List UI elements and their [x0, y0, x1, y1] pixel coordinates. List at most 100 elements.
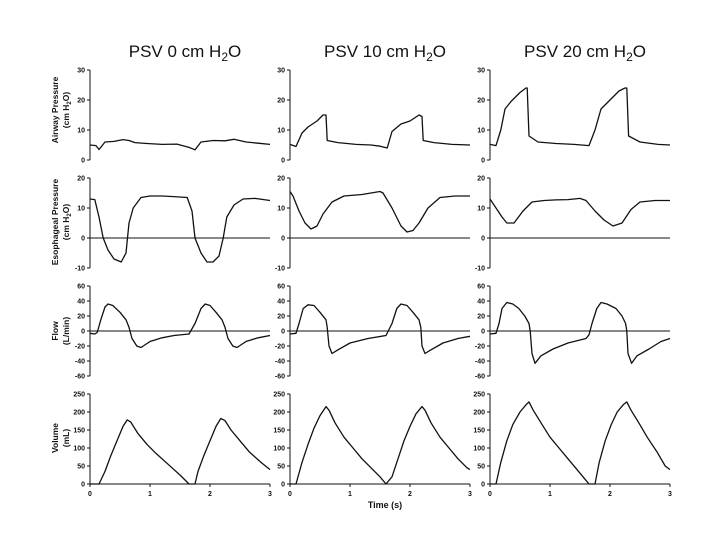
panel-volume-col2-y-tick-label: 50 — [477, 464, 485, 471]
panel-flow-col1-y-tick-label: 60 — [277, 284, 285, 291]
panel-volume-col2-x-tick-label: 3 — [668, 491, 672, 498]
panel-airway-pressure-col2-y-tick-label: 20 — [477, 98, 485, 105]
panel-volume-col2-y-tick-label: 0 — [481, 482, 485, 489]
panel-volume-col2-y-tick-label: 250 — [473, 392, 485, 399]
panel-airway-pressure-col2-trace — [489, 87, 671, 147]
panel-volume-col2-y-tick-label: 150 — [473, 428, 485, 435]
svg-text:(cm H2O): (cm H2O) — [61, 204, 73, 241]
panel-esophageal-pressure-col0-y-tick-label: 10 — [77, 206, 85, 213]
panel-flow-col1-y-tick-label: 0 — [281, 329, 285, 336]
panel-flow-col0-y-tick-label: 40 — [77, 299, 85, 306]
panel-airway-pressure-col0-trace — [89, 138, 271, 151]
panel-airway-pressure-col1-y-tick-label: 0 — [281, 158, 285, 165]
panel-esophageal-pressure-col0-y-tick-label: -10 — [75, 266, 85, 273]
panel-airway-pressure-col1-y-tick-label: 20 — [277, 98, 285, 105]
panel-volume-col2-x-tick-label: 1 — [548, 491, 552, 498]
panel-esophageal-pressure-col1-y-tick-label: -10 — [275, 266, 285, 273]
svg-text:Volume: Volume — [50, 423, 60, 453]
panel-airway-pressure-col1-y-tick-label: 10 — [277, 128, 285, 135]
row-label-flow: Flow (L/min) — [50, 317, 71, 345]
panel-volume-col2-trace — [490, 401, 671, 485]
panel-airway-pressure-col2-y-tick-label: 30 — [477, 68, 485, 75]
panel-flow-col0-y-tick-label: -40 — [75, 359, 85, 366]
panel-flow-col1-trace — [289, 303, 471, 355]
panel-volume-col1-y-tick-label: 0 — [281, 482, 285, 489]
panel-flow-col1-y-tick-label: 20 — [277, 314, 285, 321]
panel-esophageal-pressure-col1-y-tick-label: 10 — [277, 206, 285, 213]
panel-esophageal-pressure-col1-y-tick-label: 20 — [277, 176, 285, 183]
panel-volume-col1-y-tick-label: 250 — [273, 392, 285, 399]
column-title-psv-10: PSV 10 cm H2O — [324, 42, 446, 64]
panel-flow-col2-trace — [489, 301, 671, 364]
panel-volume-col2-x-tick-label: 0 — [488, 491, 492, 498]
panel-volume-col2-y-tick-label: 100 — [473, 446, 485, 453]
panel-flow-col2-y-tick-label: -40 — [475, 359, 485, 366]
panel-volume-col1-x-tick-label: 3 — [468, 491, 472, 498]
panel-esophageal-pressure-col1-trace — [289, 190, 470, 233]
panel-volume-col1-trace — [290, 405, 471, 485]
panel-volume-col0-x-tick-label: 1 — [148, 491, 152, 498]
svg-text:Flow: Flow — [50, 321, 60, 341]
panel-volume-col1-y-tick-label: 100 — [273, 446, 285, 453]
panel-flow-col2-y-tick-label: 40 — [477, 299, 485, 306]
panel-volume-col1-y-tick-label: 50 — [277, 464, 285, 471]
panel-airway-pressure-col1-y-tick-label: 30 — [277, 68, 285, 75]
panel-flow-col0-trace — [89, 303, 271, 349]
panel-volume-col2-y-tick-label: 200 — [473, 410, 485, 417]
panel-volume-col0-y-tick-label: 250 — [73, 392, 85, 399]
column-title-psv-20: PSV 20 cm H2O — [524, 42, 646, 64]
panel-esophageal-pressure-col2-trace — [489, 197, 670, 227]
panel-flow-col1-y-tick-label: -40 — [275, 359, 285, 366]
panel-esophageal-pressure-col0-y-tick-label: 0 — [81, 236, 85, 243]
panels-group: 010203001020300102030-1001020-1001020-10… — [73, 68, 672, 499]
panel-airway-pressure-col2-y-tick-label: 0 — [481, 158, 485, 165]
panel-flow-col2-y-tick-label: -60 — [475, 374, 485, 381]
panel-airway-pressure-col0-y-tick-label: 30 — [77, 68, 85, 75]
panel-volume-col0-x-tick-label: 2 — [208, 491, 212, 498]
panel-esophageal-pressure-col0-trace — [89, 195, 271, 263]
panel-flow-col0-y-tick-label: 0 — [81, 329, 85, 336]
panel-esophageal-pressure-col2-y-tick-label: -10 — [475, 266, 485, 273]
panel-airway-pressure-col0-y-tick-label: 10 — [77, 128, 85, 135]
panel-volume-col1-x-tick-label: 2 — [408, 491, 412, 498]
panel-volume-col1-y-tick-label: 150 — [273, 428, 285, 435]
panel-flow-col2-y-tick-label: 0 — [481, 329, 485, 336]
panel-flow-col2-y-tick-label: -20 — [475, 344, 485, 351]
panel-volume-col0-y-tick-label: 50 — [77, 464, 85, 471]
column-title-psv-0: PSV 0 cm H2O — [129, 42, 242, 64]
panel-flow-col1-y-tick-label: 40 — [277, 299, 285, 306]
panel-volume-col1-x-tick-label: 0 — [288, 491, 292, 498]
panel-airway-pressure-col2-y-tick-label: 10 — [477, 128, 485, 135]
panel-volume-col1-x-tick-label: 1 — [348, 491, 352, 498]
x-axis-title: Time (s) — [368, 500, 402, 510]
panel-volume-col1-y-tick-label: 200 — [273, 410, 285, 417]
panel-esophageal-pressure-col2-y-tick-label: 0 — [481, 236, 485, 243]
panel-volume-col0-y-tick-label: 0 — [81, 482, 85, 489]
panel-volume-col0-x-tick-label: 0 — [88, 491, 92, 498]
row-label-volume: Volume (mL) — [50, 423, 71, 453]
panel-volume-col2-x-tick-label: 2 — [608, 491, 612, 498]
panel-volume-col0-y-tick-label: 100 — [73, 446, 85, 453]
panel-airway-pressure-col1-trace — [289, 114, 471, 149]
panel-flow-col1-y-tick-label: -60 — [275, 374, 285, 381]
panel-esophageal-pressure-col2-y-tick-label: 20 — [477, 176, 485, 183]
svg-text:Esophageal Pressure: Esophageal Pressure — [50, 179, 60, 266]
panel-flow-col2-y-tick-label: 20 — [477, 314, 485, 321]
svg-text:(cm H2O): (cm H2O) — [61, 92, 73, 129]
panel-flow-col0-y-tick-label: -60 — [75, 374, 85, 381]
panel-volume-col0-y-tick-label: 150 — [73, 428, 85, 435]
panel-volume-col0-x-tick-label: 3 — [268, 491, 272, 498]
panel-volume-col0-y-tick-label: 200 — [73, 410, 85, 417]
svg-text:Airway Pressure: Airway Pressure — [50, 76, 60, 143]
panel-airway-pressure-col0-y-tick-label: 20 — [77, 98, 85, 105]
svg-text:(mL): (mL) — [61, 429, 71, 448]
panel-esophageal-pressure-col1-y-tick-label: 0 — [281, 236, 285, 243]
panel-flow-col2-y-tick-label: 60 — [477, 284, 485, 291]
panel-esophageal-pressure-col2-y-tick-label: 10 — [477, 206, 485, 213]
panel-flow-col0-y-tick-label: 20 — [77, 314, 85, 321]
row-label-airway-pressure: Airway Pressure (cm H2O) — [50, 76, 73, 143]
svg-text:(L/min): (L/min) — [61, 317, 71, 345]
panel-flow-col0-y-tick-label: 60 — [77, 284, 85, 291]
panel-flow-col1-y-tick-label: -20 — [275, 344, 285, 351]
